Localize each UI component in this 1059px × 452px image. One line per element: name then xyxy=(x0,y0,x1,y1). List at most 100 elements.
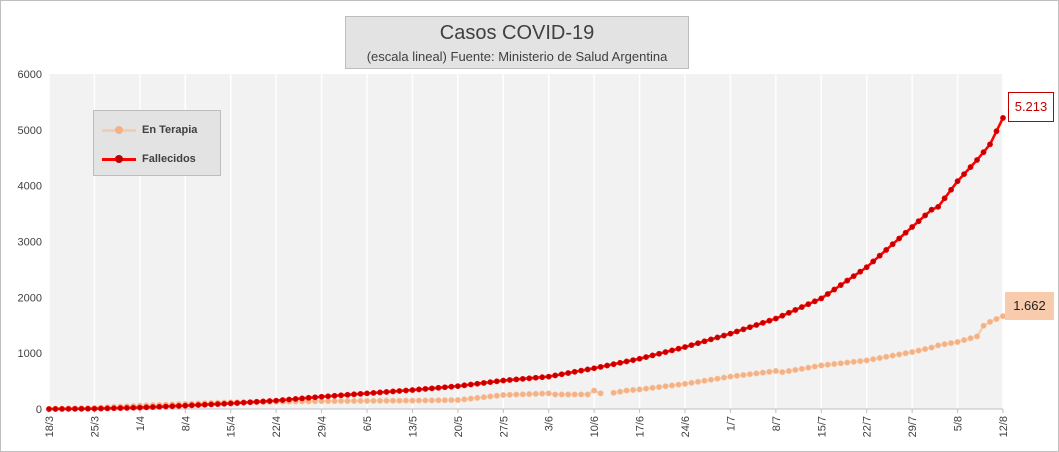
series-point-en-terapia xyxy=(811,363,818,370)
series-point-fallecidos xyxy=(247,399,254,406)
series-point-en-terapia xyxy=(480,394,487,401)
series-point-en-terapia xyxy=(922,345,929,353)
series-point-fallecidos xyxy=(208,401,215,408)
series-point-en-terapia xyxy=(642,385,650,392)
series-point-fallecidos xyxy=(584,366,591,373)
series-point-en-terapia xyxy=(915,347,922,354)
series-point-en-terapia xyxy=(402,397,410,404)
series-point-fallecidos xyxy=(824,291,831,297)
series-point-en-terapia xyxy=(889,352,896,359)
series-point-fallecidos xyxy=(46,406,52,412)
series-point-fallecidos xyxy=(201,401,208,408)
series-point-fallecidos xyxy=(922,212,929,219)
series-point-en-terapia xyxy=(934,342,942,349)
x-tick-label: 25/3 xyxy=(89,416,101,437)
series-point-fallecidos xyxy=(545,373,552,380)
series-point-en-terapia xyxy=(960,337,968,344)
x-tick-label: 29/4 xyxy=(317,416,329,437)
series-point-fallecidos xyxy=(870,258,877,265)
series-point-en-terapia xyxy=(532,390,539,397)
chart-title: Casos COVID-19 xyxy=(439,22,595,44)
series-point-fallecidos xyxy=(260,398,267,405)
series-point-fallecidos xyxy=(708,336,714,343)
legend-label-fallecidos: Fallecidos xyxy=(142,153,196,165)
series-point-en-terapia xyxy=(947,340,955,347)
series-point-en-terapia xyxy=(675,381,682,388)
series-point-fallecidos xyxy=(675,345,682,352)
series-point-en-terapia xyxy=(681,380,689,387)
series-point-fallecidos xyxy=(766,317,773,324)
series-point-en-terapia xyxy=(565,391,572,398)
series-point-fallecidos xyxy=(896,235,903,242)
y-tick-label: 2000 xyxy=(18,292,42,304)
series-point-fallecidos xyxy=(156,403,163,410)
series-point-fallecidos xyxy=(695,340,701,347)
x-tick-label: 8/7 xyxy=(771,416,783,431)
series-point-fallecidos xyxy=(785,309,792,316)
series-point-en-terapia xyxy=(831,360,838,368)
series-point-fallecidos xyxy=(357,390,364,397)
series-point-fallecidos xyxy=(338,392,344,399)
y-tick-label: 5000 xyxy=(18,125,42,137)
series-point-en-terapia xyxy=(629,386,637,394)
series-point-fallecidos xyxy=(876,252,883,259)
series-point-fallecidos xyxy=(98,405,104,412)
series-point-en-terapia xyxy=(558,391,565,398)
series-point-fallecidos xyxy=(987,141,993,148)
x-tick-label: 20/5 xyxy=(453,416,465,437)
series-point-fallecidos xyxy=(721,332,727,339)
series-point-en-terapia xyxy=(753,370,760,377)
series-point-en-terapia xyxy=(409,397,416,404)
series-point-en-terapia xyxy=(539,390,546,397)
series-point-fallecidos xyxy=(351,391,357,398)
series-point-en-terapia xyxy=(772,367,779,375)
series-point-fallecidos xyxy=(169,403,176,410)
series-point-en-terapia xyxy=(428,397,436,404)
series-point-fallecidos xyxy=(266,398,273,404)
series-point-fallecidos xyxy=(78,405,85,412)
series-point-en-terapia xyxy=(474,394,481,402)
series-point-en-terapia xyxy=(727,373,734,380)
series-point-fallecidos xyxy=(883,247,890,253)
series-point-fallecidos xyxy=(928,206,935,213)
series-point-fallecidos xyxy=(370,389,377,396)
series-point-fallecidos xyxy=(656,350,662,357)
series-point-en-terapia xyxy=(759,369,766,376)
series-point-fallecidos xyxy=(597,363,604,370)
series-point-en-terapia xyxy=(993,315,1000,323)
series-point-fallecidos xyxy=(967,164,974,170)
series-point-en-terapia xyxy=(824,361,831,368)
series-point-en-terapia xyxy=(636,386,643,393)
series-point-fallecidos xyxy=(571,368,578,375)
series-point-fallecidos xyxy=(805,301,812,308)
series-point-fallecidos xyxy=(221,400,228,407)
series-point-fallecidos xyxy=(403,387,409,394)
series-point-en-terapia xyxy=(980,322,987,329)
y-tick-label: 6000 xyxy=(18,69,42,81)
x-tick-label: 15/7 xyxy=(816,416,828,437)
series-point-fallecidos xyxy=(772,315,779,322)
series-point-fallecidos xyxy=(915,218,922,225)
series-point-fallecidos xyxy=(591,365,598,372)
series-point-en-terapia xyxy=(467,395,474,402)
series-point-fallecidos xyxy=(441,384,448,391)
series-point-fallecidos xyxy=(909,224,916,230)
series-point-fallecidos xyxy=(811,298,818,305)
series-point-fallecidos xyxy=(234,400,241,406)
series-point-fallecidos xyxy=(396,388,403,394)
data-label-en-terapia-last: 1.662 xyxy=(1005,292,1054,320)
series-point-en-terapia xyxy=(928,344,935,351)
series-point-fallecidos xyxy=(123,405,130,411)
series-point-fallecidos xyxy=(558,371,565,378)
series-point-fallecidos xyxy=(662,349,669,355)
series-point-fallecidos xyxy=(740,326,747,333)
series-point-en-terapia xyxy=(422,397,429,404)
series-point-en-terapia xyxy=(863,357,870,364)
series-point-fallecidos xyxy=(889,241,896,248)
series-point-fallecidos xyxy=(526,375,533,382)
series-point-fallecidos xyxy=(136,404,143,411)
series-point-fallecidos xyxy=(480,380,487,386)
series-point-fallecidos xyxy=(130,404,137,411)
series-point-fallecidos xyxy=(253,398,260,405)
series-point-en-terapia xyxy=(487,393,494,400)
